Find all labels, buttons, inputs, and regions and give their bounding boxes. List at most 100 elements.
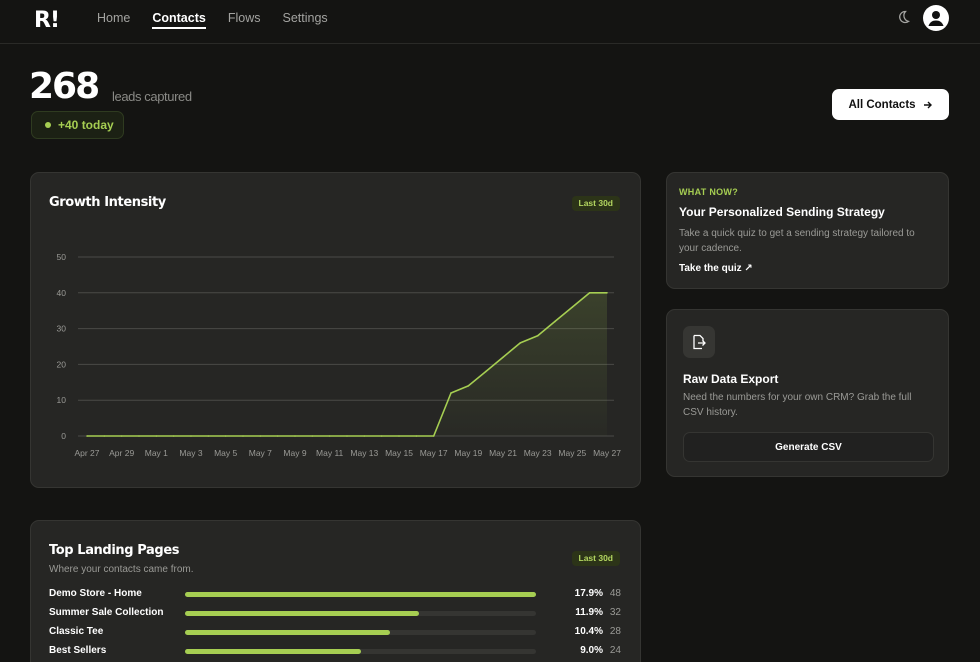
data-point bbox=[450, 392, 452, 394]
data-point bbox=[467, 385, 470, 387]
main-nav: Home Contacts Flows Settings bbox=[97, 0, 328, 44]
x-tick-label: May 17 bbox=[420, 448, 448, 458]
x-tick-label: May 21 bbox=[489, 448, 517, 458]
y-tick-label: 50 bbox=[57, 252, 67, 262]
landing-row-name: Summer Sale Collection bbox=[49, 607, 164, 618]
user-avatar[interactable] bbox=[923, 5, 949, 31]
data-point bbox=[155, 435, 158, 437]
export-title: Raw Data Export bbox=[683, 372, 779, 386]
data-point bbox=[120, 435, 123, 437]
arrow-right-icon bbox=[923, 101, 932, 108]
y-tick-label: 30 bbox=[57, 324, 67, 334]
file-export-icon bbox=[683, 326, 715, 358]
y-tick-label: 0 bbox=[61, 431, 66, 441]
moon-icon[interactable] bbox=[895, 9, 911, 25]
x-tick-label: May 7 bbox=[249, 448, 272, 458]
strategy-kicker: WHAT NOW? bbox=[679, 187, 739, 197]
data-point bbox=[554, 320, 556, 323]
nav-settings[interactable]: Settings bbox=[282, 11, 328, 25]
x-tick-label: May 9 bbox=[283, 448, 306, 458]
landing-row-bar bbox=[185, 592, 536, 597]
x-tick-label: May 15 bbox=[385, 448, 413, 458]
export-description: Need the numbers for your own CRM? Grab … bbox=[683, 392, 912, 418]
x-tick-label: May 1 bbox=[145, 448, 168, 458]
growth-chart: 0 10 20 30 40 50 Apr 27 Apr 29 May 1 May 3 May 5 Ma… bbox=[57, 252, 622, 458]
nav-contacts[interactable]: Contacts bbox=[152, 0, 207, 44]
x-tick-label: May 3 bbox=[179, 448, 202, 458]
app-logo[interactable]: R! bbox=[34, 8, 60, 33]
data-point bbox=[380, 435, 383, 437]
growth-title: Growth Intensity bbox=[49, 195, 166, 210]
data-point bbox=[224, 435, 227, 437]
landing-row-count: 28 bbox=[609, 626, 621, 637]
landing-row[interactable]: Demo Store - Home 17.9% 48 bbox=[49, 588, 621, 602]
y-tick-label: 40 bbox=[57, 288, 67, 298]
data-point bbox=[484, 370, 487, 373]
strategy-title: Your Personalized Sending Strategy bbox=[679, 205, 885, 219]
data-point bbox=[588, 292, 591, 294]
data-point bbox=[172, 435, 175, 437]
data-point bbox=[328, 435, 331, 437]
data-point bbox=[415, 435, 418, 437]
x-tick-label: May 13 bbox=[350, 448, 378, 458]
landing-row-count: 48 bbox=[609, 588, 621, 599]
landing-row-name: Classic Tee bbox=[49, 626, 104, 637]
data-point bbox=[346, 435, 348, 437]
data-point bbox=[242, 435, 244, 437]
x-tick-label: May 19 bbox=[454, 448, 482, 458]
leads-count: 268 bbox=[29, 66, 100, 107]
x-tick-label: May 11 bbox=[316, 448, 344, 458]
landing-row-bar bbox=[185, 630, 536, 635]
today-badge: +40 today bbox=[31, 111, 124, 139]
nav-home[interactable]: Home bbox=[97, 11, 131, 25]
landing-range-chip[interactable]: Last 30d bbox=[571, 551, 620, 566]
data-point bbox=[363, 435, 366, 437]
landing-row[interactable]: Summer Sale Collection 11.9% 32 bbox=[49, 607, 621, 621]
data-point bbox=[536, 334, 539, 337]
landing-row[interactable]: Best Sellers 9.0% 24 bbox=[49, 645, 621, 659]
data-point bbox=[398, 435, 400, 437]
landing-row-pct: 9.0% bbox=[580, 645, 603, 656]
data-point bbox=[432, 435, 435, 437]
user-icon bbox=[928, 11, 944, 26]
x-tick-label: Apr 29 bbox=[109, 448, 134, 458]
x-tick-label: Apr 27 bbox=[74, 448, 99, 458]
landing-row-pct: 17.9% bbox=[574, 588, 603, 599]
status-dot-icon bbox=[45, 122, 51, 128]
landing-row-bar bbox=[185, 649, 536, 654]
strategy-description: Take a quick quiz to get a sending strat… bbox=[679, 228, 915, 254]
data-point bbox=[259, 435, 262, 437]
data-point bbox=[190, 435, 192, 437]
series-area bbox=[87, 292, 607, 436]
nav-flows[interactable]: Flows bbox=[227, 11, 261, 25]
growth-card: Growth Intensity Last 30d 0 10 20 30 40 50 Apr… bbox=[30, 172, 641, 488]
all-contacts-button[interactable]: All Contacts bbox=[832, 89, 949, 120]
data-point bbox=[571, 306, 574, 308]
x-tick-label: May 23 bbox=[524, 448, 552, 458]
y-tick-label: 20 bbox=[57, 359, 67, 369]
landing-row-pct: 10.4% bbox=[574, 626, 603, 637]
landing-row-count: 24 bbox=[609, 645, 621, 656]
y-tick-label: 10 bbox=[57, 395, 67, 405]
leads-count-label: leads captured bbox=[112, 89, 192, 104]
generate-csv-button[interactable]: Generate CSV bbox=[683, 432, 934, 462]
strategy-card: WHAT NOW? Your Personalized Sending Stra… bbox=[666, 172, 949, 289]
landing-row[interactable]: Classic Tee 10.4% 28 bbox=[49, 626, 621, 640]
data-point bbox=[606, 292, 608, 294]
top-nav-bar: R! Home Contacts Flows Settings bbox=[0, 0, 980, 44]
data-point bbox=[86, 435, 88, 437]
growth-range-chip[interactable]: Last 30d bbox=[571, 196, 620, 211]
export-card: Raw Data Export Need the numbers for you… bbox=[666, 309, 949, 477]
x-tick-label: May 5 bbox=[214, 448, 237, 458]
landing-row-bar bbox=[185, 611, 536, 616]
landing-row-name: Demo Store - Home bbox=[49, 588, 142, 599]
take-quiz-link[interactable]: Take the quiz ↗ bbox=[679, 263, 753, 274]
landing-row-pct: 11.9% bbox=[575, 607, 603, 618]
landing-title: Top Landing Pages bbox=[49, 543, 180, 558]
x-tick-label: May 27 bbox=[593, 448, 621, 458]
data-point bbox=[103, 435, 106, 437]
landing-row-name: Best Sellers bbox=[49, 645, 107, 656]
data-point bbox=[294, 435, 296, 437]
landing-row-count: 32 bbox=[609, 607, 621, 618]
landing-pages-card: Top Landing Pages Last 30d Where your co… bbox=[30, 520, 641, 662]
